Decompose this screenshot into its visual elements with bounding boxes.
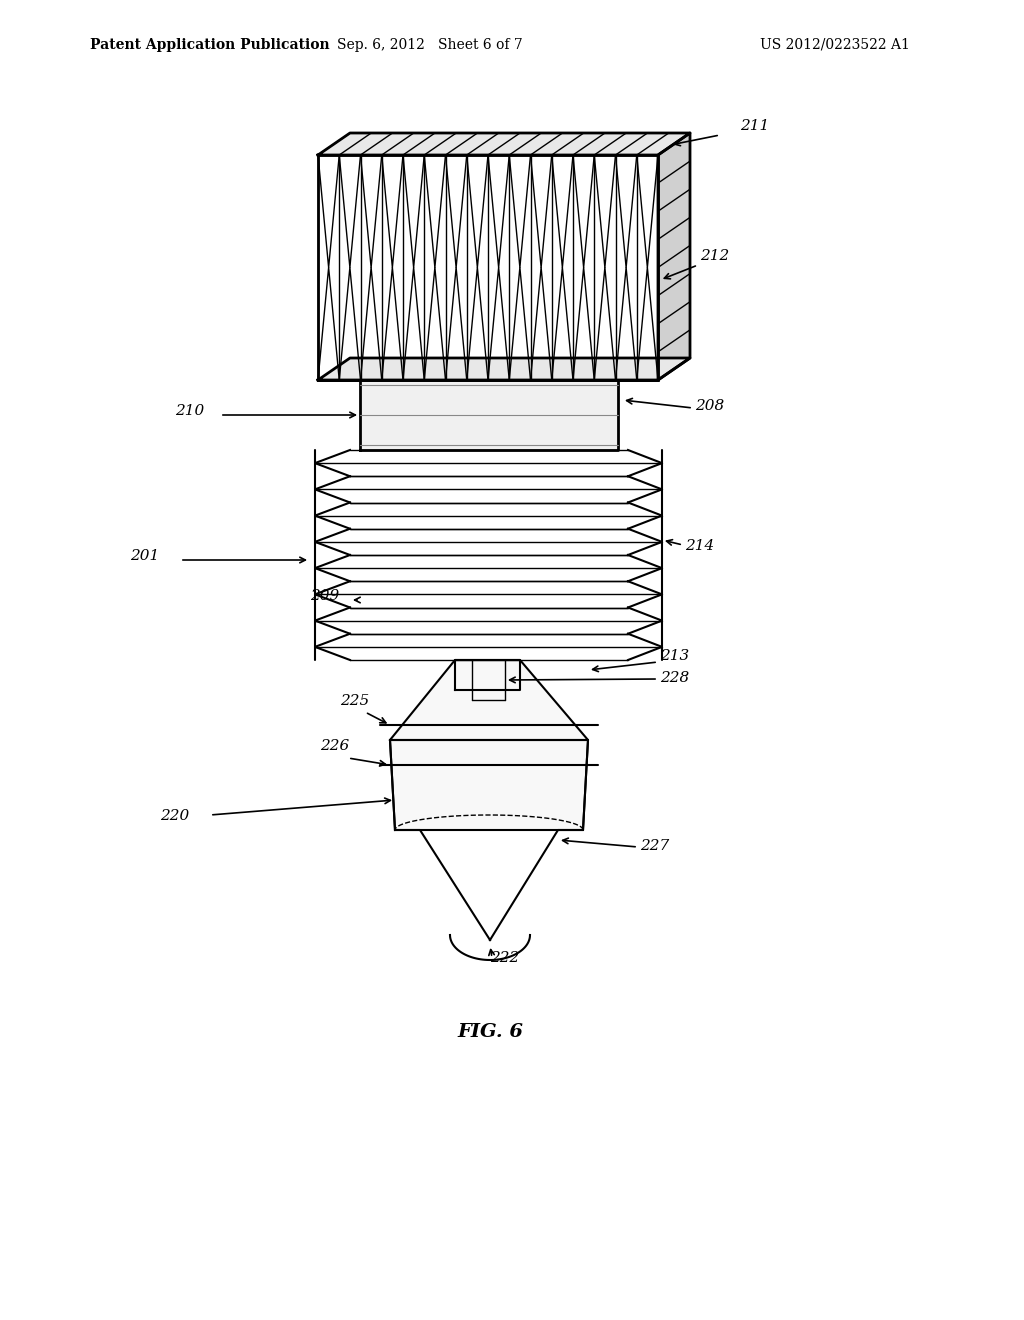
Text: 220: 220 (160, 809, 189, 822)
Text: FIG. 6: FIG. 6 (457, 1023, 523, 1041)
Text: Patent Application Publication: Patent Application Publication (90, 38, 330, 51)
Polygon shape (318, 380, 658, 450)
Polygon shape (390, 741, 588, 830)
Text: 227: 227 (640, 840, 670, 853)
Text: US 2012/0223522 A1: US 2012/0223522 A1 (760, 38, 910, 51)
Text: 226: 226 (319, 739, 349, 752)
Text: 213: 213 (660, 649, 689, 663)
Text: 214: 214 (685, 539, 715, 553)
Text: Sep. 6, 2012   Sheet 6 of 7: Sep. 6, 2012 Sheet 6 of 7 (337, 38, 523, 51)
Text: 208: 208 (695, 399, 724, 413)
Text: 209: 209 (310, 589, 339, 603)
Polygon shape (318, 358, 690, 380)
Polygon shape (658, 133, 690, 380)
Polygon shape (390, 660, 588, 741)
Polygon shape (455, 660, 520, 690)
Polygon shape (318, 133, 690, 154)
Text: 211: 211 (740, 119, 769, 133)
Text: 210: 210 (175, 404, 204, 418)
Text: 225: 225 (340, 694, 370, 708)
Text: 222: 222 (490, 950, 519, 965)
Text: 201: 201 (130, 549, 160, 564)
Text: 228: 228 (660, 671, 689, 685)
Text: 212: 212 (700, 249, 729, 263)
